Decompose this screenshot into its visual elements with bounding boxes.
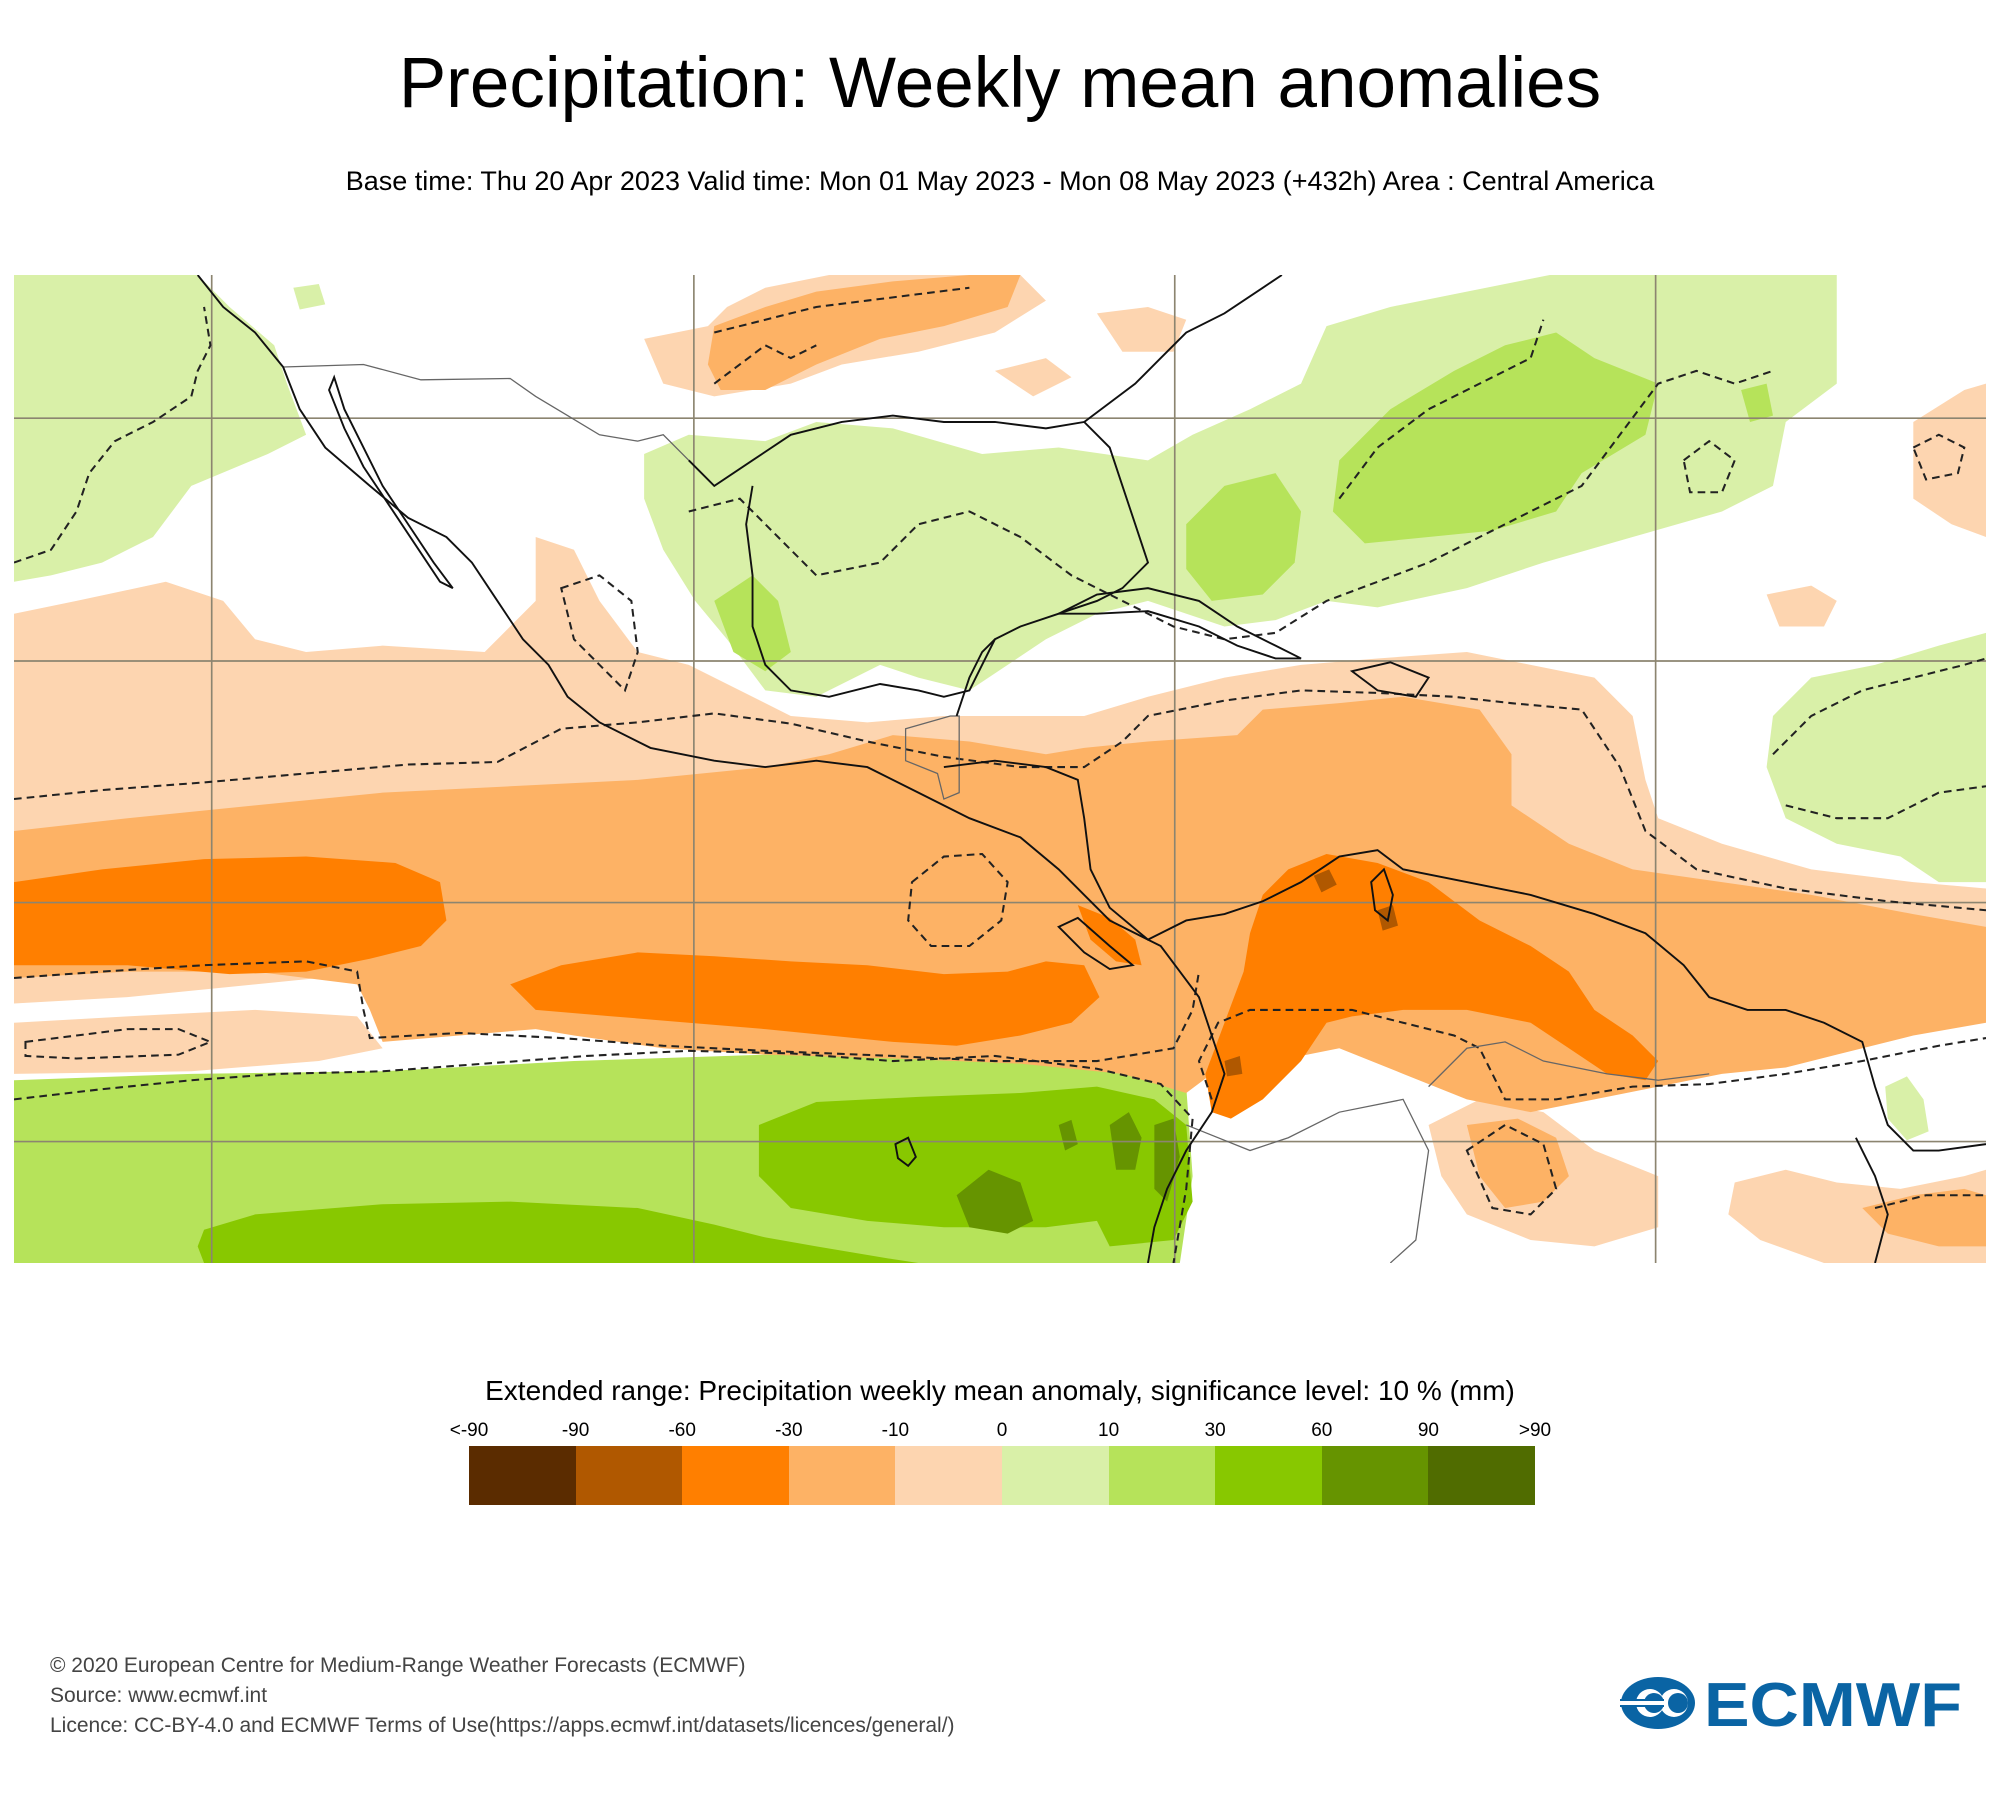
anomaly-region — [1077, 905, 1142, 966]
anomaly-region — [1313, 869, 1337, 893]
significance-contour — [1465, 1123, 1558, 1216]
anomaly-region — [1154, 1118, 1180, 1202]
border-us-mexico — [283, 363, 690, 461]
coastline-lake-maracaibo — [1370, 867, 1394, 923]
coastlines — [196, 275, 1986, 1263]
significance-contour — [1874, 1194, 1986, 1210]
anomaly-region — [1741, 383, 1773, 422]
significance-contour — [14, 1049, 1194, 1263]
graticule — [14, 275, 1986, 1263]
colorbar-tick-label: 0 — [996, 1420, 1008, 1441]
colorbar-cell — [575, 1446, 683, 1505]
colorbar-tick-label: 30 — [1204, 1420, 1226, 1441]
anomaly-region — [956, 1169, 1034, 1234]
anomaly-region — [197, 1201, 919, 1263]
anomaly-layer-30-60 — [197, 1086, 1193, 1263]
significance-contour — [713, 344, 817, 385]
colorbar-cell — [469, 1446, 576, 1505]
coastline-cuba — [1058, 587, 1302, 660]
ecmwf-logo-text: ECMWF — [1704, 1671, 1962, 1736]
ecmwf-logo-mark: ECMWF — [1620, 1671, 1962, 1736]
ecmwf-logo: ECMWF — [1620, 1670, 1965, 1736]
significance-contour — [1785, 785, 1986, 820]
anomaly-region — [1766, 632, 1986, 883]
anomaly-region — [1332, 332, 1659, 544]
colorbar — [469, 1446, 1535, 1505]
anomaly-layer-minus60-minus30 — [14, 853, 1659, 1119]
colorbar-cell — [1321, 1446, 1429, 1505]
precipitation-anomaly-map — [14, 275, 1986, 1263]
colorbar-cell — [682, 1446, 789, 1505]
significance-contours — [14, 286, 1986, 1263]
anomaly-region — [14, 275, 307, 582]
anomaly-layer-60-90 — [956, 1112, 1180, 1234]
anomaly-region — [1766, 585, 1837, 627]
significance-contour — [14, 689, 1986, 912]
border-south-america — [1428, 1041, 1710, 1088]
coastline-brazil-east — [1855, 1137, 1889, 1263]
anomaly-region — [1885, 1076, 1929, 1141]
significance-contour — [1911, 433, 1966, 481]
anomaly-region — [1913, 383, 1986, 538]
footer-licence: Licence: CC-BY-4.0 and ECMWF Terms of Us… — [50, 1714, 955, 1737]
colorbar-tick-label: -90 — [561, 1420, 590, 1441]
colorbar-tick-label: -10 — [881, 1420, 910, 1441]
map-canvas — [14, 275, 1986, 1263]
anomaly-region — [1186, 473, 1302, 601]
coastline-pacific-mexico — [196, 275, 1226, 1263]
colorbar-tick-label: -30 — [775, 1420, 803, 1441]
coastline-gulf-of-mexico — [688, 414, 1150, 698]
colorbar-cell — [1108, 1446, 1216, 1505]
border-south-america — [1185, 1098, 1430, 1263]
colorbar-cell — [1215, 1446, 1322, 1505]
border-central-america — [904, 715, 960, 800]
significance-contour — [1682, 439, 1736, 494]
legend-title: Extended range: Precipitation weekly mea… — [485, 1375, 1515, 1406]
coastline-galapagos — [894, 1136, 917, 1168]
significance-contour — [24, 1028, 214, 1060]
anomaly-region — [707, 275, 1021, 391]
colorbar-tick-label: >90 — [1518, 1420, 1552, 1441]
footer-source: Source: www.ecmwf.int — [50, 1684, 268, 1707]
footer-credits: © 2020 European Centre for Medium-Range … — [50, 1651, 955, 1741]
coastline-caribbean-central-america — [943, 759, 1986, 1152]
significance-contour — [688, 369, 1774, 641]
footer-copyright: © 2020 European Centre for Medium-Range … — [50, 1654, 746, 1677]
significance-contour — [1772, 657, 1986, 756]
country-borders — [283, 363, 1710, 1263]
anomaly-region — [14, 856, 447, 975]
coastline-hispaniola — [1349, 661, 1431, 698]
colorbar-ticks: <-90 -90 -60 -30 -10 0 10 30 60 90 >90 — [450, 1419, 1551, 1445]
anomaly-region — [510, 952, 1100, 1046]
anomaly-region — [758, 1086, 1193, 1247]
colorbar-tick-label: <-90 — [449, 1420, 489, 1441]
significance-contour — [714, 286, 970, 334]
colorbar-tick-label: -60 — [668, 1420, 696, 1441]
anomaly-region — [293, 283, 326, 310]
coastline-lake-nicaragua — [1057, 916, 1135, 971]
significance-contour — [1197, 1008, 1986, 1101]
page-title: Precipitation: Weekly mean anomalies — [398, 44, 1602, 123]
anomaly-region — [1224, 1055, 1243, 1077]
coastline-florida-us-east — [1083, 275, 1283, 423]
anomaly-region — [1096, 306, 1187, 352]
anomaly-region — [1058, 1119, 1078, 1151]
colorbar-cell — [1428, 1446, 1535, 1505]
colorbar-tick-label: 10 — [1098, 1420, 1120, 1441]
colorbar-cell — [895, 1446, 1002, 1505]
coastline-yucatan — [955, 638, 996, 717]
significance-contour — [14, 960, 1200, 1063]
page-subtitle: Base time: Thu 20 Apr 2023 Valid time: M… — [345, 166, 1655, 196]
significance-contour — [1338, 319, 1545, 500]
colorbar-cell — [788, 1446, 896, 1505]
significance-contour — [907, 852, 1009, 948]
colorbar-tick-label: 60 — [1311, 1420, 1333, 1441]
colorbar-tick-label: 90 — [1417, 1420, 1439, 1441]
anomaly-region — [1205, 853, 1659, 1119]
coastline-baja-california — [328, 374, 454, 590]
colorbar-cell — [1001, 1446, 1109, 1505]
significance-contour — [14, 306, 212, 564]
